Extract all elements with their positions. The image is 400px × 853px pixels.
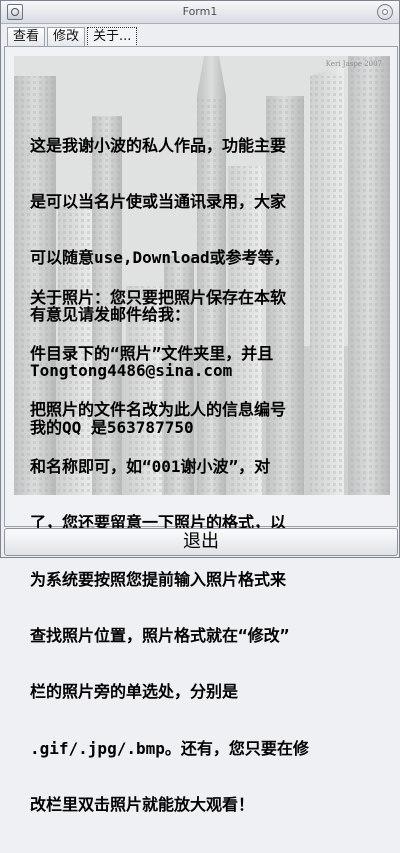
text-line: 有意见请发邮件给我： <box>30 304 191 324</box>
photo-watermark: Keri Jaspe 2007 <box>325 60 382 68</box>
text-line: 关于照片：您只要把照片保存在本软 <box>30 287 287 307</box>
tab-about[interactable]: 关于... <box>87 27 138 47</box>
exit-button[interactable]: 退出 <box>4 528 398 556</box>
contact-email: Tongtong4486@sina.com <box>30 361 233 381</box>
text-line: 可以随意use,Download或参考等， <box>30 248 290 268</box>
text-line: 为系统要按照您提前输入照片格式来 <box>30 569 287 589</box>
text-line: 改栏里双击照片就能放大观看！ <box>30 795 255 815</box>
window-title: Form1 <box>182 5 218 18</box>
text-line: 把照片的文件名改为此人的信息编号 <box>30 400 287 420</box>
text-line: 查找照片位置，照片格式就在“修改” <box>30 625 290 645</box>
tab-view[interactable]: 查看 <box>7 27 46 46</box>
contact-qq: 我的QQ 是563787750 <box>30 417 194 437</box>
text-line: 件目录下的“照片”文件夹里，并且 <box>30 343 274 363</box>
tab-bar: 查看 修改 关于... <box>7 27 139 47</box>
text-line: 这是我谢小波的私人作品，功能主要 <box>30 135 287 155</box>
text-line: 和名称即可，如“001谢小波”，对 <box>30 456 271 476</box>
tab-edit[interactable]: 修改 <box>47 27 86 46</box>
background-photo: Keri Jaspe 2007 <box>14 56 390 495</box>
text-line: 了，您还要留意一下照片的格式，以 <box>30 513 287 533</box>
text-line: 是可以当名片使或当通讯录用，大家 <box>30 191 287 211</box>
city-skyline-image <box>14 56 390 495</box>
main-window: Form1 查看 修改 关于... <box>0 0 400 814</box>
text-line: .gif/.jpg/.bmp。还有，您只要在修 <box>30 738 309 758</box>
title-bar[interactable]: Form1 <box>1 1 399 24</box>
intro-paragraph: 这是我谢小波的私人作品，功能主要 是可以当名片使或当通讯录用，大家 可以随意us… <box>30 99 380 475</box>
text-line: 栏的照片旁的单选处，分别是 <box>30 682 239 702</box>
about-panel: Keri Jaspe 2007 这是我谢小波的私人作品，功能主要 是可以当名片使… <box>4 46 398 814</box>
app-icon[interactable] <box>7 4 23 20</box>
close-button[interactable] <box>377 4 393 20</box>
